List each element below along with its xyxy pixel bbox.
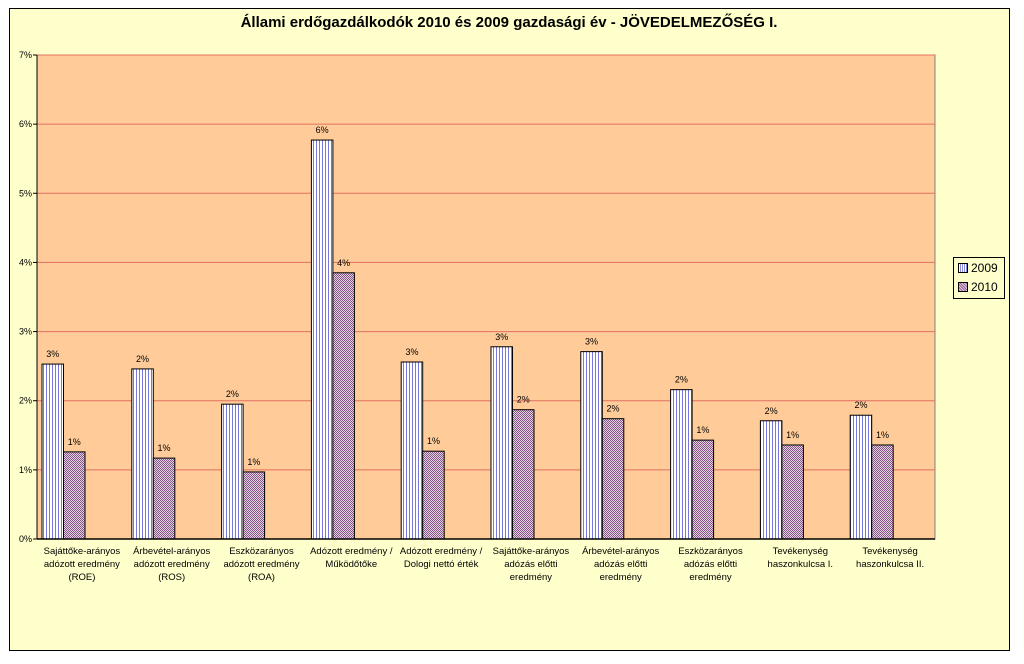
bar-2009 — [670, 389, 693, 540]
bar-2010 — [152, 457, 176, 540]
y-tick-label: 7% — [19, 50, 32, 60]
x-tick-label: adózás előtti — [504, 559, 557, 570]
data-label: 2% — [226, 389, 239, 399]
legend-item-2010: 2010 — [954, 277, 1004, 296]
x-tick-label: haszonkulcsa I. — [768, 559, 833, 570]
x-tick-label: adózott eredmény — [134, 559, 210, 570]
data-label: 2% — [517, 395, 530, 405]
y-tick-label: 5% — [19, 188, 32, 198]
bar-2009 — [221, 403, 244, 540]
bar-2009 — [400, 361, 424, 540]
data-label: 2% — [854, 400, 867, 410]
data-label: 3% — [495, 332, 508, 342]
data-label: 1% — [68, 437, 81, 447]
bar-2009 — [759, 420, 783, 540]
x-tick-label: adózott eredmény — [223, 559, 299, 570]
x-tick-label: Árbevétel-arányos — [582, 546, 659, 557]
bar-2010 — [871, 444, 894, 540]
bar-2010 — [781, 444, 804, 540]
bar-2010 — [422, 450, 445, 540]
bar-2010 — [601, 418, 625, 540]
data-label: 1% — [158, 443, 171, 453]
data-label: 1% — [876, 430, 889, 440]
x-tick-label: Adózott eredmény / — [310, 546, 393, 557]
y-tick-label: 2% — [19, 396, 32, 406]
data-label: 1% — [427, 436, 440, 446]
x-tick-label: eredmény — [689, 572, 731, 583]
bar-2009 — [41, 363, 64, 540]
x-tick-label: eredmény — [600, 572, 642, 583]
data-label: 3% — [46, 349, 59, 359]
data-label: 4% — [337, 258, 350, 268]
legend-item-2009: 2009 — [954, 258, 1004, 277]
data-label: 2% — [607, 404, 620, 414]
y-tick-label: 6% — [19, 119, 32, 129]
data-label: 2% — [675, 375, 688, 385]
y-tick-label: 1% — [19, 465, 32, 475]
legend-swatch-2010 — [958, 281, 968, 292]
x-tick-label: adózás előtti — [684, 559, 737, 570]
x-tick-label: adózott eredmény — [44, 559, 120, 570]
data-label: 1% — [696, 425, 709, 435]
legend-swatch-2009 — [958, 262, 968, 273]
y-tick-label: 0% — [19, 534, 32, 544]
x-tick-label: Sajáttőke-arányos — [44, 546, 121, 557]
x-tick-label: Tevékenység — [773, 546, 828, 557]
data-label: 2% — [136, 354, 149, 364]
legend: 2009 2010 — [953, 257, 1005, 299]
bar-2009 — [131, 368, 154, 540]
y-tick-label: 4% — [19, 257, 32, 267]
x-tick-label: eredmény — [510, 572, 552, 583]
x-tick-label: Árbevétel-arányos — [133, 546, 210, 557]
bar-2010 — [332, 272, 355, 540]
data-label: 6% — [316, 125, 329, 135]
x-tick-label: (ROA) — [248, 572, 275, 583]
chart-title: Állami erdőgazdálkodók 2010 és 2009 gazd… — [240, 14, 778, 31]
data-label: 1% — [247, 457, 260, 467]
x-tick-label: Sajáttőke-arányos — [493, 546, 570, 557]
bar-2009 — [580, 351, 603, 540]
x-tick-label: Eszközarányos — [229, 546, 294, 557]
x-tick-label: (ROE) — [68, 572, 95, 583]
legend-label: 2010 — [971, 279, 998, 294]
bar-2009 — [849, 414, 873, 540]
x-tick-label: Tevékenység — [862, 546, 917, 557]
bar-2010 — [512, 409, 535, 540]
x-tick-label: Adózott eredmény / — [400, 546, 483, 557]
x-tick-label: Működőtőke — [325, 559, 377, 570]
bar-2010 — [242, 471, 266, 540]
data-label: 3% — [405, 347, 418, 357]
data-label: 3% — [585, 337, 598, 347]
bar-2009 — [490, 346, 513, 540]
legend-label: 2009 — [971, 260, 998, 275]
y-tick-label: 3% — [19, 327, 32, 337]
data-label: 1% — [786, 430, 799, 440]
data-label: 2% — [765, 406, 778, 416]
bar-2009 — [310, 139, 334, 540]
x-tick-label: Eszközarányos — [678, 546, 743, 557]
x-tick-label: (ROS) — [158, 572, 185, 583]
bar-2010 — [691, 439, 715, 540]
x-tick-label: Dologi nettó érték — [404, 559, 479, 570]
x-tick-label: adózás előtti — [594, 559, 647, 570]
x-tick-label: haszonkulcsa II. — [856, 559, 924, 570]
bar-2010 — [63, 451, 86, 540]
